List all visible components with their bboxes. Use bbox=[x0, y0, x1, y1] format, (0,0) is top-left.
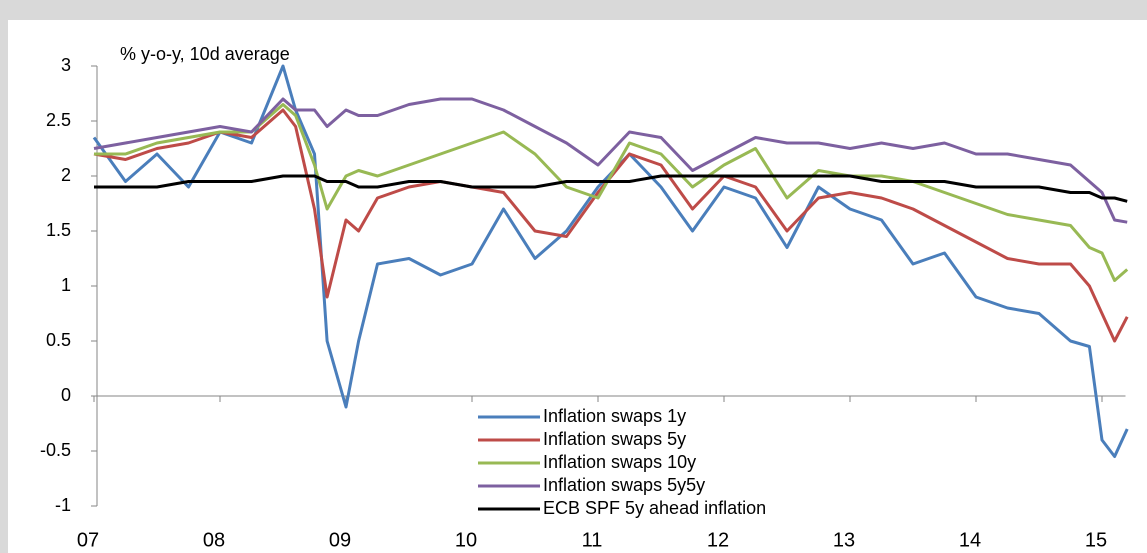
x-tick-label: 15 bbox=[1085, 529, 1107, 551]
y-tick-label: -0.5 bbox=[40, 440, 71, 460]
y-tick-label: 2.5 bbox=[46, 110, 71, 130]
y-tick-label: 1.5 bbox=[46, 220, 71, 240]
series-line bbox=[92, 64, 1129, 458]
x-tick-label: 07 bbox=[77, 529, 99, 551]
legend-label: Inflation swaps 10y bbox=[543, 452, 696, 472]
legend-label: Inflation swaps 5y5y bbox=[543, 475, 705, 495]
y-tick-label: 1 bbox=[61, 275, 71, 295]
x-tick-label: 11 bbox=[582, 529, 603, 551]
series-line bbox=[93, 108, 1129, 343]
x-tick-label: 12 bbox=[707, 529, 729, 551]
x-tick-label: 10 bbox=[455, 529, 477, 551]
y-axis-label: % y-o-y, 10d average bbox=[120, 44, 290, 64]
legend-label: Inflation swaps 5y bbox=[543, 429, 686, 449]
legend-label: ECB SPF 5y ahead inflation bbox=[543, 498, 766, 518]
legend-label: Inflation swaps 1y bbox=[543, 406, 686, 426]
x-tick-label: 09 bbox=[329, 529, 351, 551]
x-tick-label: 13 bbox=[833, 529, 855, 551]
series-line bbox=[94, 174, 1128, 203]
y-tick-label: 3 bbox=[61, 55, 71, 75]
y-tick-label: -1 bbox=[55, 495, 71, 515]
y-tick-label: 2 bbox=[61, 165, 71, 185]
y-tick-label: 0.5 bbox=[46, 330, 71, 350]
x-tick-label: 14 bbox=[959, 529, 981, 551]
series-line bbox=[94, 103, 1129, 282]
y-tick-label: 0 bbox=[61, 385, 71, 405]
series-line bbox=[93, 97, 1128, 224]
x-tick-label: 08 bbox=[203, 529, 225, 551]
